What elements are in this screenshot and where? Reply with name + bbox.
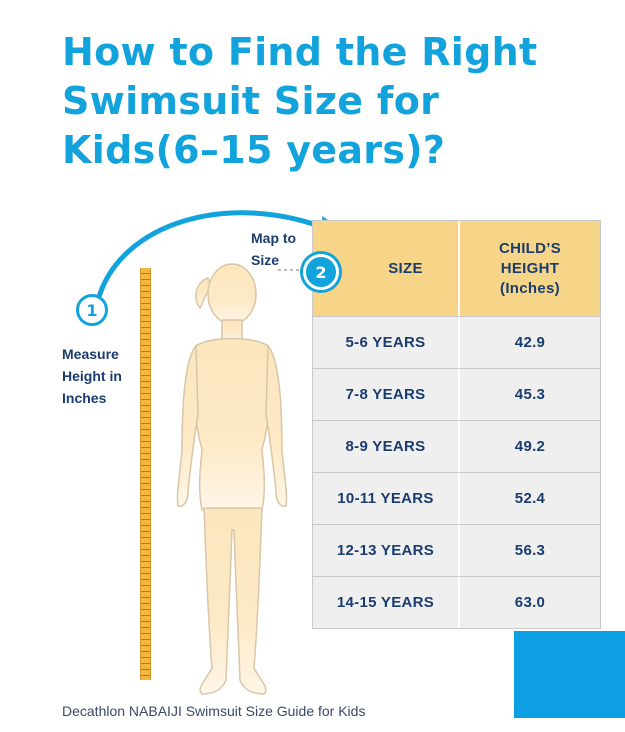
title-line-3: Kids(6–15 years)? (62, 128, 446, 172)
table-row: 14-15 YEARS 63.0 (312, 577, 601, 629)
header-height-line-2: HEIGHT (500, 259, 560, 277)
height-cell: 42.9 (514, 334, 546, 351)
decorative-blue-block (514, 631, 625, 718)
curved-arrow-icon (95, 210, 333, 303)
footer-caption: Decathlon NABAIJI Swimsuit Size Guide fo… (62, 703, 366, 719)
size-cell: 14-15 YEARS (313, 577, 460, 628)
measuring-ruler-icon (140, 268, 151, 680)
step-1-label-line-2: Height in (62, 368, 122, 384)
height-cell: 52.4 (514, 490, 546, 507)
size-cell: 10-11 YEARS (313, 473, 460, 524)
step-1-label-line-3: Inches (62, 390, 107, 406)
header-size: SIZE (388, 259, 423, 277)
height-cell: 45.3 (514, 386, 546, 403)
table-row: 10-11 YEARS 52.4 (312, 473, 601, 525)
height-cell: 56.3 (514, 542, 546, 559)
step-1-label-line-1: Measure (62, 346, 119, 362)
height-cell: 49.2 (514, 438, 546, 455)
table-header: SIZE CHILD’S HEIGHT (Inches) (312, 220, 601, 317)
step-2-label: Map to Size (251, 227, 296, 271)
size-cell: 8-9 YEARS (313, 421, 460, 472)
table-row: 7-8 YEARS 45.3 (312, 369, 601, 421)
table-row: 5-6 YEARS 42.9 (312, 317, 601, 369)
title-line-1: How to Find the Right (62, 30, 538, 74)
header-height: CHILD’S HEIGHT (Inches) (499, 239, 561, 299)
step-1-badge: 1 (76, 294, 108, 326)
step-2-badge: 2 (303, 254, 339, 290)
table-row: 8-9 YEARS 49.2 (312, 421, 601, 473)
child-silhouette-icon (176, 263, 288, 695)
header-height-cell: CHILD’S HEIGHT (Inches) (458, 221, 600, 316)
size-cell: 7-8 YEARS (313, 369, 460, 420)
size-cell: 5-6 YEARS (313, 317, 460, 368)
header-height-line-3: (Inches) (500, 279, 560, 297)
step-2-label-line-1: Map to (251, 230, 297, 246)
table-row: 12-13 YEARS 56.3 (312, 525, 601, 577)
size-cell: 12-13 YEARS (313, 525, 460, 576)
size-table: SIZE CHILD’S HEIGHT (Inches) 5-6 YEARS 4… (312, 220, 601, 629)
height-cell: 63.0 (514, 594, 546, 611)
title-line-2: Swimsuit Size for (62, 79, 440, 123)
step-1-label: Measure Height in Inches (62, 343, 122, 409)
header-height-line-1: CHILD’S (498, 239, 562, 257)
step-2-label-line-2: Size (251, 252, 280, 268)
page-title: How to Find the Right Swimsuit Size for … (62, 28, 602, 175)
header-size-cell: SIZE (313, 221, 458, 316)
